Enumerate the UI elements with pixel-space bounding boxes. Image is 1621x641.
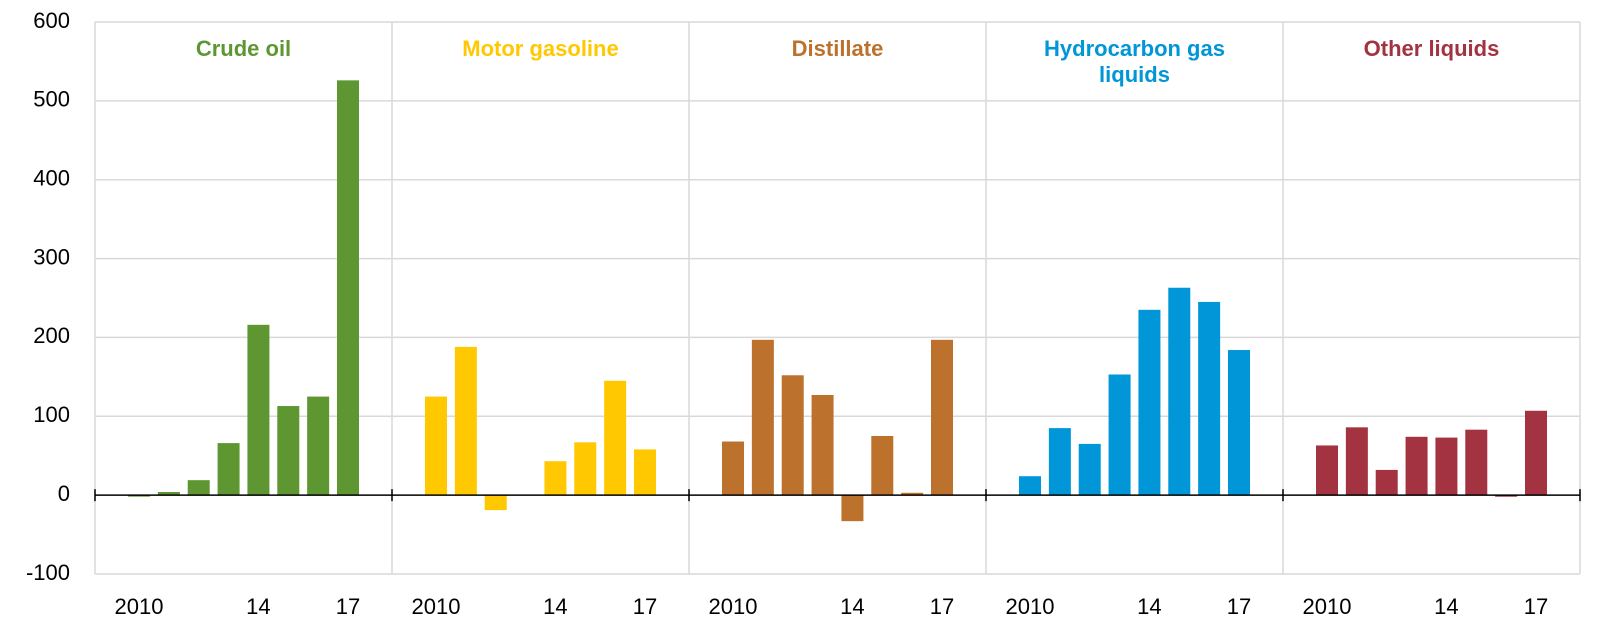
x-tick-label: 2010 [709, 594, 758, 619]
bar [337, 80, 359, 496]
bar [634, 449, 656, 496]
bar [841, 495, 864, 522]
x-tick-label: 14 [543, 594, 567, 619]
bar [425, 396, 447, 496]
y-tick-label: 0 [58, 481, 70, 506]
bar [1345, 427, 1368, 496]
bar [574, 442, 597, 496]
x-tick-label: 14 [1137, 594, 1161, 619]
bar [751, 339, 774, 496]
panel-title: Motor gasoline [462, 36, 619, 61]
x-tick-label: 17 [633, 594, 657, 619]
bar [1048, 428, 1071, 496]
x-tick-label: 2010 [1006, 594, 1055, 619]
bar [157, 491, 180, 496]
x-tick-label: 2010 [1303, 594, 1352, 619]
bar [1495, 495, 1518, 497]
bar [1078, 443, 1101, 496]
x-tick-label: 17 [1227, 594, 1251, 619]
y-tick-label: 200 [33, 323, 70, 348]
bar [871, 436, 894, 496]
panel-title: Crude oil [195, 36, 292, 61]
y-tick-label: 400 [33, 166, 70, 191]
bar [1375, 469, 1398, 496]
bar [247, 324, 270, 496]
x-tick-label: 17 [1524, 594, 1548, 619]
bar [544, 461, 567, 496]
x-tick-label: 14 [840, 594, 864, 619]
y-tick-label: 500 [33, 87, 70, 112]
bar [1108, 374, 1131, 496]
bar [811, 394, 834, 496]
bar [277, 406, 300, 496]
bar [187, 480, 210, 496]
bar [1316, 445, 1338, 496]
bar [1465, 429, 1488, 496]
bar [307, 396, 330, 496]
x-tick-label: 2010 [115, 594, 164, 619]
panel-title: Distillate [791, 36, 884, 61]
y-tick-label: 600 [33, 8, 70, 33]
y-tick-label: -100 [26, 560, 70, 585]
panel-title: Hydrocarbon gas liquids [1044, 36, 1225, 87]
x-tick-label: 17 [336, 594, 360, 619]
bar [1138, 309, 1161, 496]
bar [484, 495, 507, 511]
bar [781, 375, 804, 496]
bar [1435, 437, 1458, 496]
panel-title: Other liquids [1363, 36, 1500, 61]
bar [454, 346, 477, 496]
x-tick-label: 14 [1434, 594, 1458, 619]
bar [1228, 350, 1250, 496]
x-tick-label: 2010 [412, 594, 461, 619]
bar [1019, 476, 1041, 496]
x-tick-label: 14 [246, 594, 270, 619]
bar [931, 339, 953, 496]
bar [1198, 301, 1221, 496]
bar [722, 441, 744, 496]
y-tick-label: 300 [33, 244, 70, 269]
x-tick-label: 17 [930, 594, 954, 619]
bar [1168, 287, 1191, 496]
bar [901, 492, 924, 496]
y-tick-label: 100 [33, 402, 70, 427]
bar [217, 443, 240, 496]
bar [604, 380, 627, 496]
bar [1405, 436, 1428, 496]
bar [1525, 410, 1547, 496]
